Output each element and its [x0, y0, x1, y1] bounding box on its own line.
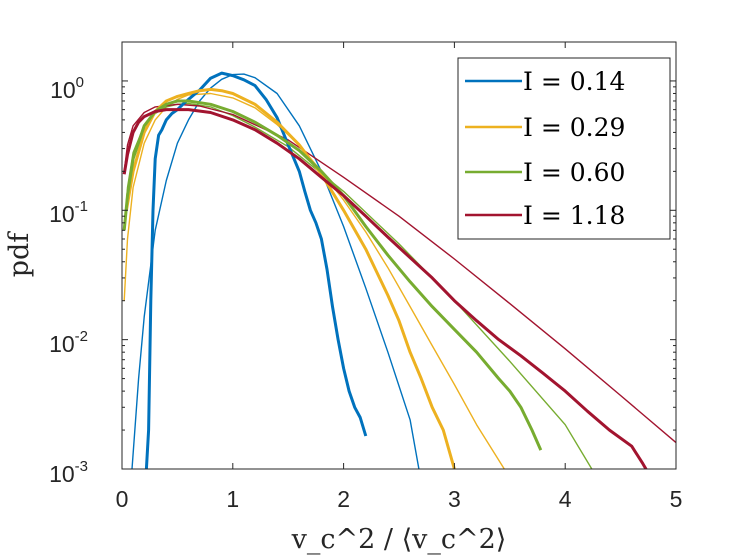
x-axis-label: v_c^2 / ⟨v_c^2⟩ — [291, 524, 507, 555]
y-tick-exponent: -3 — [75, 458, 88, 475]
y-tick-exponent: -2 — [75, 328, 88, 345]
y-tick-base: 10 — [49, 461, 75, 487]
y-tick-base: 10 — [49, 201, 75, 227]
y-tick-labels: 100 10-1 10-2 10-3 — [49, 74, 88, 487]
legend-label: I = 0.60 — [523, 158, 625, 187]
plot-frame — [121, 41, 677, 470]
legend-label: I = 1.18 — [523, 201, 625, 230]
legend-box — [457, 57, 671, 240]
x-tick-label: 3 — [448, 486, 461, 512]
y-axis-label: pdf — [4, 231, 35, 278]
y-tick-label: 10-3 — [49, 458, 88, 487]
x-tick-label: 1 — [226, 486, 239, 512]
x-tick-label: 5 — [670, 486, 683, 512]
y-tick-base: 10 — [50, 77, 76, 103]
y-tick-exponent: 0 — [76, 74, 84, 91]
y-tick-exponent: -1 — [75, 198, 88, 215]
empirical-curves — [122, 71, 648, 469]
empirical-line-series-3 — [122, 108, 648, 469]
x-tick-label: 0 — [116, 486, 129, 512]
y-tick-label: 10-1 — [49, 198, 88, 227]
fit-line-series-1 — [123, 92, 505, 469]
empirical-line-series-1 — [124, 87, 456, 469]
axis-ticks — [121, 41, 677, 470]
y-tick-base: 10 — [49, 331, 75, 357]
x-tick-labels: 0 1 2 3 4 5 — [116, 486, 683, 512]
y-tick-label: 10-2 — [49, 328, 88, 357]
legend-label: I = 0.14 — [523, 67, 625, 96]
legend: I = 0.14 I = 0.29 I = 0.60 I = 1.18 — [457, 57, 671, 240]
legend-label: I = 0.29 — [523, 113, 625, 142]
x-tick-label: 2 — [337, 486, 350, 512]
x-tick-label: 4 — [559, 486, 572, 512]
y-tick-label: 100 — [50, 74, 84, 103]
empirical-line-series-0 — [144, 71, 368, 469]
